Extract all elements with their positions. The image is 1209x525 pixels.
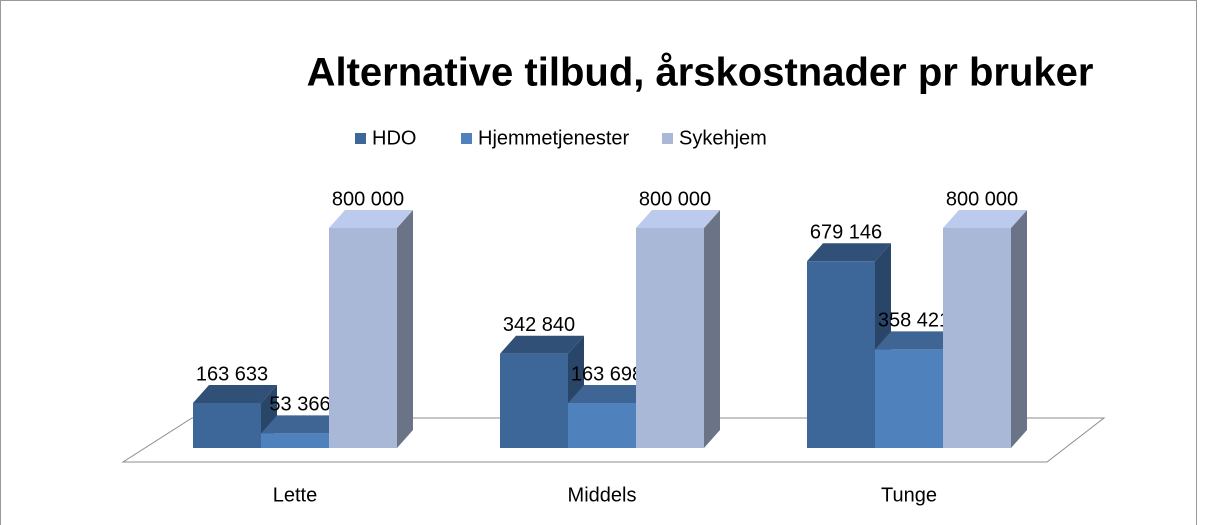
x-tick-label: Lette [273, 484, 317, 506]
bar-top [193, 385, 277, 404]
data-label: 53 366 [269, 394, 330, 416]
bar [261, 433, 329, 448]
bar-top [261, 415, 345, 434]
bar [329, 228, 397, 448]
bar [568, 402, 636, 448]
bar [875, 349, 943, 448]
data-label: 163 698 [571, 363, 643, 385]
data-label: 358 421 [878, 310, 950, 332]
x-tick-label: Middels [568, 484, 637, 506]
legend-swatch [355, 133, 366, 144]
bar-top [875, 331, 959, 350]
data-label: 163 633 [196, 363, 268, 385]
data-label: 800 000 [639, 188, 711, 210]
bar-top [943, 210, 1027, 228]
data-label: 800 000 [332, 188, 404, 210]
bar-top [807, 243, 891, 262]
bar-top [636, 210, 720, 228]
bar [807, 261, 875, 448]
legend-label: Hjemmetjenester [478, 127, 630, 149]
bar-side [704, 210, 720, 448]
chart-title: Alternative tilbud, årskostnader pr bruk… [307, 51, 1094, 95]
data-label: 679 146 [810, 222, 882, 244]
bar [943, 228, 1011, 448]
bar [636, 228, 704, 448]
bar-side [1011, 210, 1027, 448]
data-label: 342 840 [503, 314, 575, 336]
bar [500, 353, 568, 448]
legend-label: HDO [372, 127, 416, 149]
bar-top [500, 335, 584, 354]
bar [193, 403, 261, 448]
legend-label: Sykehjem [679, 127, 767, 149]
data-label: 800 000 [946, 188, 1018, 210]
legend-swatch [461, 133, 472, 144]
x-tick-label: Tunge [881, 484, 937, 506]
bar-side [397, 210, 413, 448]
bar-top [568, 384, 652, 403]
bar-top [329, 210, 413, 228]
legend-swatch [662, 133, 673, 144]
